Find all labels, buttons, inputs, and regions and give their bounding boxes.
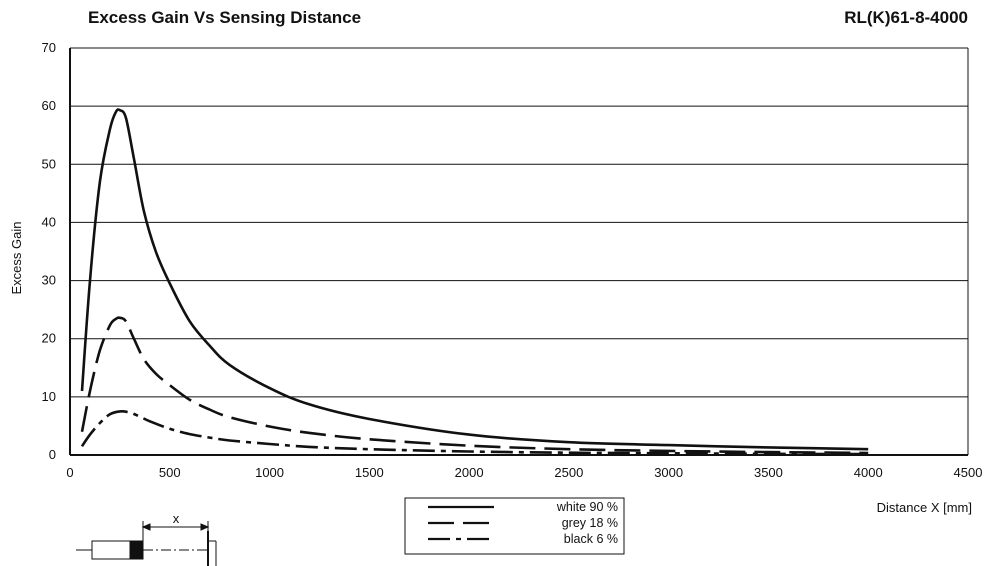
x-tick-label: 4500 bbox=[954, 465, 983, 480]
dim-arrow-right bbox=[200, 523, 210, 531]
legend-label-grey: grey 18 % bbox=[562, 516, 618, 530]
legend-label-white: white 90 % bbox=[556, 500, 618, 514]
x-tick-label: 2000 bbox=[455, 465, 484, 480]
legend: white 90 % grey 18 % black 6 % bbox=[404, 497, 625, 555]
y-axis-label: Excess Gain bbox=[9, 222, 24, 295]
legend-label-black: black 6 % bbox=[564, 532, 618, 546]
grid-lines bbox=[70, 47, 968, 398]
sensor-lens bbox=[129, 540, 144, 560]
model-number: RL(K)61-8-4000 bbox=[844, 8, 968, 27]
y-tick-label: 60 bbox=[42, 98, 56, 113]
series-line-grey bbox=[80, 316, 869, 455]
x-tick-label: 3500 bbox=[754, 465, 783, 480]
x-tick-label: 1000 bbox=[255, 465, 284, 480]
y-tick-label: 20 bbox=[42, 331, 56, 346]
chart-title: Excess Gain Vs Sensing Distance bbox=[88, 8, 362, 27]
x-tick-label: 2500 bbox=[554, 465, 583, 480]
x-axis-label: Distance X [mm] bbox=[877, 500, 972, 515]
x-tick-label: 0 bbox=[66, 465, 73, 480]
dim-arrow-left bbox=[141, 523, 151, 531]
y-tick-label: 30 bbox=[42, 273, 56, 288]
sensor-diagram bbox=[76, 521, 217, 566]
sensor-body bbox=[91, 540, 131, 560]
y-tick-label: 70 bbox=[42, 40, 56, 55]
y-tick-labels: 0 10 20 30 40 50 60 70 bbox=[42, 40, 56, 462]
x-tick-label: 500 bbox=[159, 465, 181, 480]
series-lines bbox=[80, 108, 869, 456]
y-tick-label: 0 bbox=[49, 447, 56, 462]
y-tick-label: 40 bbox=[42, 214, 56, 229]
distance-x-label: x bbox=[173, 511, 180, 526]
series-line-white bbox=[80, 108, 869, 451]
y-tick-label: 10 bbox=[42, 389, 56, 404]
axes bbox=[69, 48, 969, 456]
x-tick-label: 4000 bbox=[854, 465, 883, 480]
series-line-black bbox=[80, 410, 869, 456]
y-tick-label: 50 bbox=[42, 156, 56, 171]
x-tick-labels: 0 500 1000 1500 2000 2500 3000 3500 4000 4500 bbox=[66, 465, 982, 480]
x-tick-label: 1500 bbox=[355, 465, 384, 480]
x-tick-label: 3000 bbox=[654, 465, 683, 480]
